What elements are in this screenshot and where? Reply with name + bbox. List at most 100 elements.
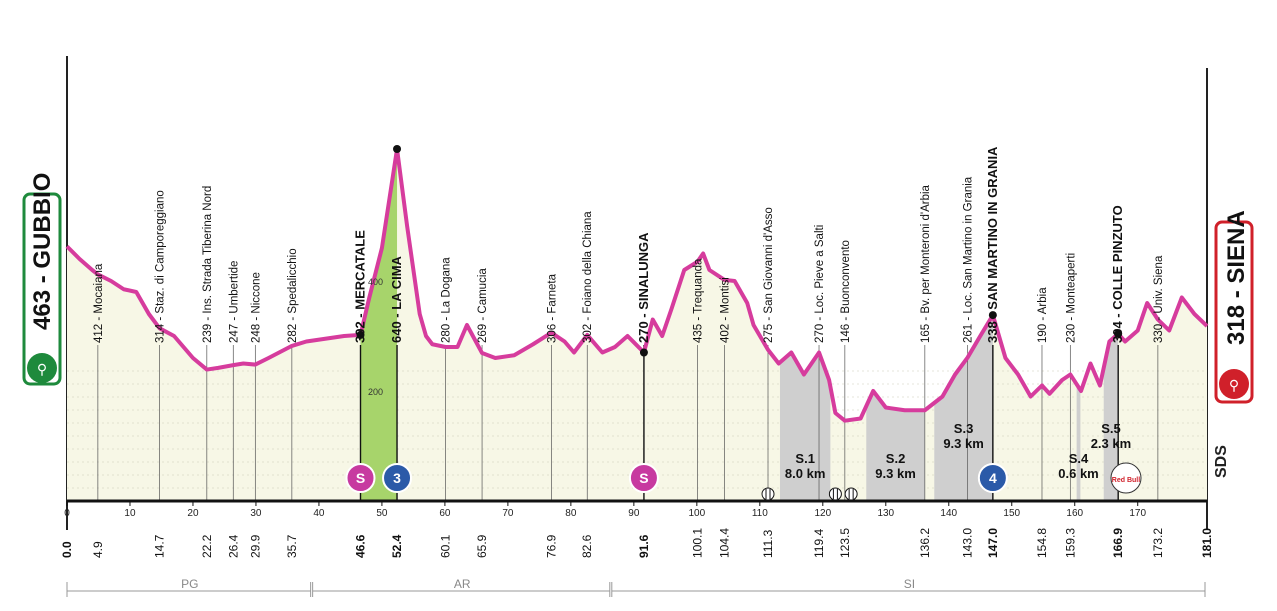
waypoint-dot [639, 348, 648, 357]
waypoint-label: 306 - Farneta [546, 273, 558, 343]
gravel-sector-length: 9.3 km [875, 466, 915, 481]
waypoint-dot [393, 145, 402, 153]
x-tick-label: 0 [64, 508, 70, 519]
x-tick-label: 70 [502, 508, 514, 519]
km-label: 60.1 [439, 534, 453, 558]
start-cyclist-glyph: ⚲ [37, 361, 47, 377]
profile-line [65, 147, 1209, 423]
waypoint-label: 640 - LA CIMA [389, 255, 404, 343]
altitude-tick-label: 200 [368, 387, 383, 397]
waypoint-label: 302 - Foiano della Chiana [582, 211, 594, 343]
km-label: 119.4 [812, 529, 826, 558]
profile-layer [65, 147, 1209, 423]
waypoint-label: 247 - Umbertide [228, 261, 240, 343]
climb-badge [977, 463, 1008, 493]
start-badge-frame [22, 192, 62, 386]
x-tick-label: 160 [1066, 508, 1083, 519]
gravel-sector-length: 2.3 km [1091, 436, 1131, 451]
km-label: 35.7 [285, 534, 299, 558]
waypoint-label: 302 - MERCATALE [353, 230, 368, 343]
waypoint-label: 402 - Montisi [720, 277, 732, 343]
altitude-tick-label: 400 [368, 277, 383, 287]
railway-crossing-icon [761, 487, 775, 501]
km-label: 181.0 [1200, 528, 1214, 558]
km-label: 173.2 [1151, 528, 1165, 558]
gravel-sector-4 [1076, 384, 1081, 501]
railway-crossing-icon [844, 487, 858, 501]
waypoint-label: 280 - La Dogana [441, 257, 453, 343]
region-label: SI [904, 577, 915, 591]
start-badge: 463 - GUBBIO ⚲ [22, 173, 62, 386]
gravel-sector-2 [866, 391, 925, 501]
start-cyclist-icon [27, 353, 57, 383]
climb-badge-number: 4 [989, 470, 997, 486]
waypoint-label: 165 - Bv. per Monteroni d'Arbia [920, 184, 932, 343]
x-tick-label: 10 [124, 508, 136, 519]
km-label: 166.9 [1111, 528, 1125, 558]
km-label: 136.2 [918, 528, 932, 558]
sds-logo: SDS [1213, 445, 1230, 478]
waypoint-label: 412 - Mocaiana [93, 263, 105, 343]
km-label: 0.0 [60, 541, 74, 558]
finish-badge: 318 - SIENA ⚲ [1214, 210, 1254, 404]
km-label: 147.0 [986, 528, 1000, 558]
gravel-sector-name: S.2 [886, 451, 906, 466]
region-label: PG [181, 577, 198, 591]
x-tick-label: 150 [1003, 508, 1020, 519]
gravel-sector-name: S.5 [1101, 421, 1121, 436]
labels-layer: 0.0 4.9 14.7 22.2 26.4 29.9 35.7 46.6 52.4 60.1 65… [60, 146, 1214, 591]
x-tick-label: 30 [250, 508, 262, 519]
gravel-sector-name: S.1 [795, 451, 815, 466]
x-tick-label: 140 [940, 508, 957, 519]
km-label: 22.2 [200, 534, 214, 558]
waypoint-label: 146 - Buonconvento [840, 240, 852, 343]
gravel-sector-5 [1103, 333, 1119, 501]
waypoint-label: 239 - Ins. Strada Tiberina Nord [202, 186, 214, 343]
waypoint-label: 248 - Niccone [250, 272, 262, 343]
km-label: 65.9 [475, 534, 489, 558]
km-label: 46.6 [354, 534, 368, 558]
waypoint-label: 269 - Camucia [477, 268, 489, 343]
gravel-sector-1 [779, 352, 831, 501]
waypoint-label: 270 - Loc. Pieve a Salti [814, 225, 826, 343]
sprint-badge [345, 463, 376, 493]
start-label: 463 - GUBBIO [29, 173, 56, 330]
x-tick-label: 60 [439, 508, 451, 519]
waypoint-label: 314 - Staz. di Camporeggiano [155, 190, 167, 343]
km-label: 52.4 [390, 534, 404, 558]
x-tick-label: 130 [877, 508, 894, 519]
x-tick-label: 170 [1129, 508, 1146, 519]
waypoint-label: 190 - Arbia [1037, 287, 1049, 343]
km-label: 82.6 [580, 534, 594, 558]
redbull-badge: Red Bull [1110, 462, 1142, 494]
railway-crossing-icon [828, 487, 842, 501]
climb-badge-number: 3 [393, 470, 401, 486]
km-label: 154.8 [1035, 528, 1049, 558]
waypoint-label: 338 - SAN MARTINO IN GRANIA [985, 146, 1000, 343]
km-label: 104.4 [718, 528, 732, 558]
km-label: 100.1 [690, 528, 704, 558]
x-tick-label: 90 [628, 508, 640, 519]
km-label: 29.9 [248, 534, 262, 558]
x-tick-label: 110 [752, 508, 768, 519]
foreground-layer: 200 400 0 10 20 30 40 50 60 70 80 90 100 110 120 130 140… [64, 145, 1207, 597]
finish-cyclist-icon [1219, 369, 1249, 399]
waypoint-label: 261 - Loc. San Martino in Grania [963, 176, 975, 343]
redbull-logo-text: Red Bull [1112, 477, 1140, 484]
km-label: 91.6 [637, 534, 651, 558]
km-label: 143.0 [961, 528, 975, 558]
waypoint-dot [988, 311, 997, 320]
region-label: AR [454, 577, 471, 591]
km-label: 26.4 [226, 534, 240, 558]
climb-badge [382, 463, 413, 493]
waypoint-label: 304 - COLLE PINZUTO [1110, 205, 1125, 343]
waypoint-label: 330 - Univ. Siena [1153, 255, 1165, 343]
km-label: 14.7 [153, 534, 167, 558]
waypoint-label: 435 - Trequanda [692, 258, 704, 343]
x-tick-label: 40 [313, 508, 325, 519]
redbull-circle [1110, 462, 1142, 494]
waypoint-label: 230 - Monteaperti [1065, 253, 1077, 343]
gravel-sector-length: 9.3 km [943, 436, 983, 451]
waypoint-label: 275 - San Giovanni d'Asso [763, 207, 775, 343]
